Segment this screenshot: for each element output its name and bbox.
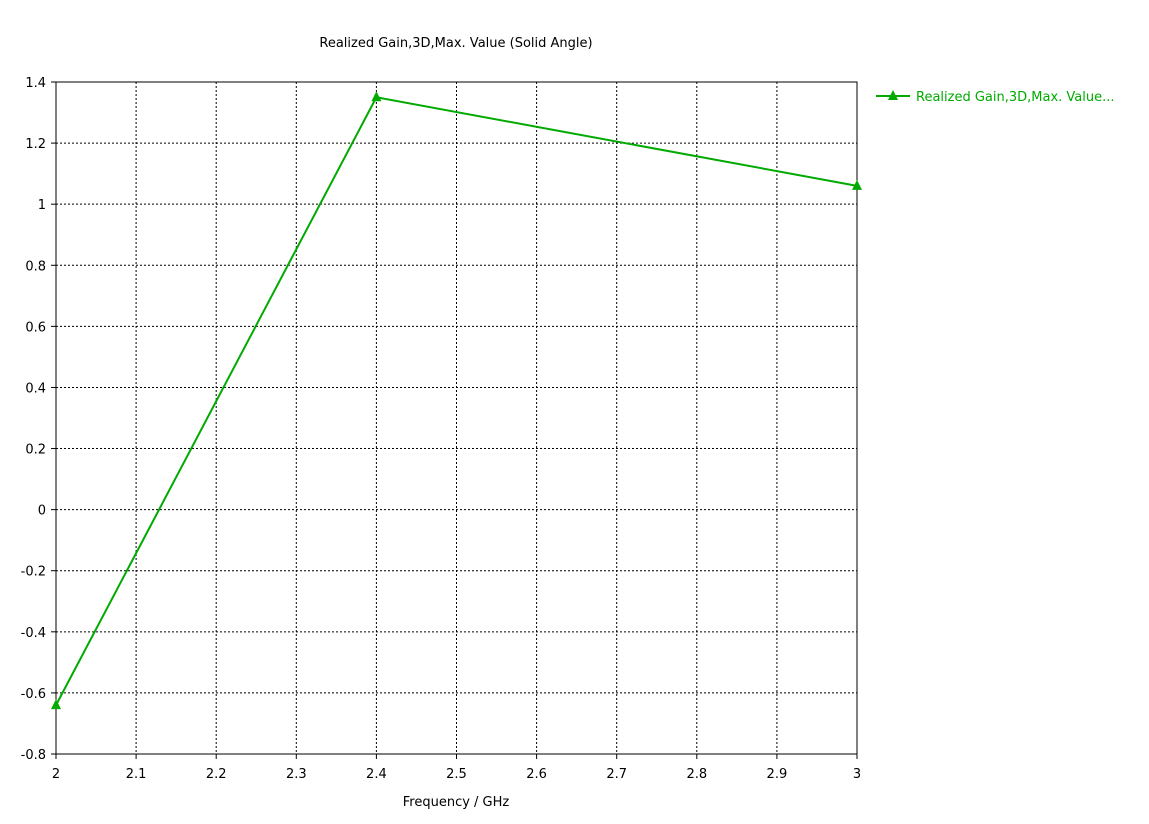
data-point-triangle-marker[interactable] bbox=[51, 699, 61, 710]
y-tick-label: -0.6 bbox=[21, 687, 46, 702]
y-tick-label: 0.4 bbox=[25, 381, 46, 396]
data-point-triangle-marker[interactable] bbox=[852, 179, 862, 190]
x-tick-label: 3 bbox=[853, 767, 861, 782]
y-tick-label: 0.6 bbox=[25, 320, 46, 335]
grid-lines bbox=[56, 82, 857, 754]
x-axis-title: Frequency / GHz bbox=[403, 795, 510, 810]
y-tick-label: 1.4 bbox=[25, 76, 46, 91]
y-tick-label: 0.2 bbox=[25, 443, 46, 458]
y-tick-label: 0.8 bbox=[25, 259, 46, 274]
x-tick-label: 2.4 bbox=[366, 767, 387, 782]
x-tick-label: 2.6 bbox=[526, 767, 547, 782]
y-tick-label: -0.4 bbox=[21, 626, 46, 641]
x-axis-tick-labels: 2 2.1 2.2 2.3 2.4 2.5 2.6 2.7 2.8 2.9 3 bbox=[52, 767, 861, 782]
y-tick-label: 1 bbox=[38, 198, 46, 213]
x-tick-label: 2.1 bbox=[126, 767, 147, 782]
x-tick-label: 2.5 bbox=[446, 767, 467, 782]
x-tick-label: 2.3 bbox=[286, 767, 307, 782]
legend-series-label: Realized Gain,3D,Max. Value... bbox=[916, 90, 1115, 105]
x-tick-label: 2.8 bbox=[686, 767, 707, 782]
x-tick-label: 2.7 bbox=[606, 767, 627, 782]
series-line bbox=[55, 96, 858, 706]
legend-triangle-marker-icon bbox=[888, 90, 898, 100]
x-tick-label: 2.2 bbox=[206, 767, 227, 782]
y-tick-label: -0.8 bbox=[21, 748, 46, 763]
x-tick-label: 2 bbox=[52, 767, 60, 782]
series-layer bbox=[51, 91, 862, 710]
data-point-triangle-marker[interactable] bbox=[371, 91, 382, 102]
y-axis-tick-labels: -0.8 -0.6 -0.4 -0.2 0 0.2 0.4 0.6 0.8 1 1.2 1.4 bbox=[21, 76, 46, 763]
y-tick-label: 1.2 bbox=[25, 137, 46, 152]
legend[interactable]: Realized Gain,3D,Max. Value... bbox=[876, 90, 1115, 105]
y-tick-label: -0.2 bbox=[21, 565, 46, 580]
y-tick-label: 0 bbox=[38, 504, 46, 519]
x-tick-label: 2.9 bbox=[767, 767, 788, 782]
axis-ticks bbox=[51, 81, 858, 759]
chart-title: Realized Gain,3D,Max. Value (Solid Angle… bbox=[319, 36, 592, 51]
